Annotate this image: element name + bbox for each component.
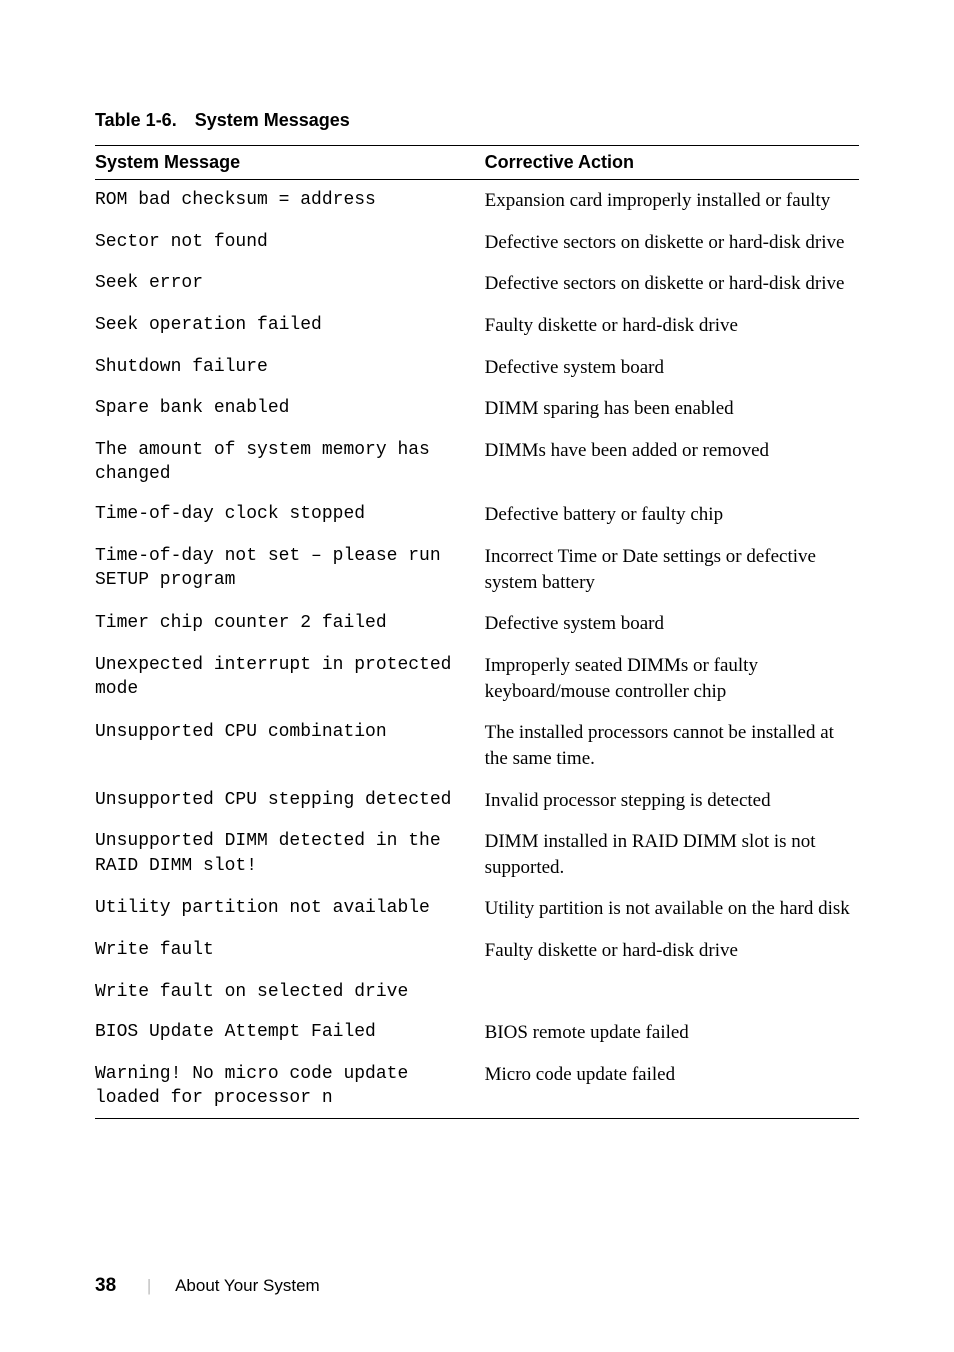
corrective-action-cell: DIMMs have been added or removed [485,430,859,495]
system-message-cell: Unsupported CPU stepping detected [95,780,485,822]
table-row: The amount of system memory has changedD… [95,430,859,495]
footer-separator: | [147,1276,151,1295]
table-row: Unsupported CPU combinationThe installed… [95,712,859,779]
corrective-action-cell: Defective sectors on diskette or hard-di… [485,222,859,264]
table-row: Write faultFaulty diskette or hard-disk … [95,930,859,972]
system-message-cell: BIOS Update Attempt Failed [95,1012,485,1054]
table-row: Timer chip counter 2 failedDefective sys… [95,603,859,645]
corrective-action-cell: Defective system board [485,347,859,389]
system-message-cell: ROM bad checksum = address [95,180,485,222]
section-title: About Your System [175,1276,320,1295]
corrective-action-cell: Micro code update failed [485,1054,859,1119]
system-message-cell: Shutdown failure [95,347,485,389]
system-message-cell: Unexpected interrupt in protected mode [95,645,485,712]
table-row: Write fault on selected drive [95,972,859,1012]
corrective-action-cell [485,972,859,1012]
page-number: 38 [95,1275,116,1296]
system-message-cell: Write fault on selected drive [95,972,485,1012]
table-row: Seek operation failedFaulty diskette or … [95,305,859,347]
table-row: BIOS Update Attempt FailedBIOS remote up… [95,1012,859,1054]
system-message-cell: The amount of system memory has changed [95,430,485,495]
corrective-action-cell: Improperly seated DIMMs or faulty keyboa… [485,645,859,712]
corrective-action-cell: DIMM installed in RAID DIMM slot is not … [485,821,859,888]
corrective-action-cell: Invalid processor stepping is detected [485,780,859,822]
system-messages-table: System Message Corrective Action ROM bad… [95,145,859,1119]
corrective-action-cell: Defective battery or faulty chip [485,494,859,536]
column-header-message: System Message [95,146,485,180]
system-message-cell: Unsupported CPU combination [95,712,485,779]
column-header-action: Corrective Action [485,146,859,180]
table-row: Time-of-day clock stoppedDefective batte… [95,494,859,536]
table-row: Shutdown failureDefective system board [95,347,859,389]
table-row: ROM bad checksum = addressExpansion card… [95,180,859,222]
corrective-action-cell: Faulty diskette or hard-disk drive [485,305,859,347]
page-container: Table 1-6. System Messages System Message… [0,0,954,1352]
corrective-action-cell: Utility partition is not available on th… [485,888,859,930]
system-message-cell: Time-of-day clock stopped [95,494,485,536]
table-row: Unsupported CPU stepping detectedInvalid… [95,780,859,822]
corrective-action-cell: DIMM sparing has been enabled [485,388,859,430]
system-message-cell: Warning! No micro code update loaded for… [95,1054,485,1119]
table-row: Seek errorDefective sectors on diskette … [95,263,859,305]
table-header-row: System Message Corrective Action [95,146,859,180]
page-footer: 38 | About Your System [95,1275,320,1297]
table-row: Sector not foundDefective sectors on dis… [95,222,859,264]
table-title: System Messages [195,110,350,130]
table-row: Utility partition not availableUtility p… [95,888,859,930]
system-message-cell: Seek error [95,263,485,305]
table-row: Warning! No micro code update loaded for… [95,1054,859,1119]
system-message-cell: Utility partition not available [95,888,485,930]
system-message-cell: Seek operation failed [95,305,485,347]
system-message-cell: Timer chip counter 2 failed [95,603,485,645]
system-message-cell: Write fault [95,930,485,972]
system-message-cell: Spare bank enabled [95,388,485,430]
table-number: Table 1-6. [95,110,177,130]
corrective-action-cell: Incorrect Time or Date settings or defec… [485,536,859,603]
table-row: Unexpected interrupt in protected modeIm… [95,645,859,712]
corrective-action-cell: The installed processors cannot be insta… [485,712,859,779]
table-row: Time-of-day not set – please run SETUP p… [95,536,859,603]
system-message-cell: Time-of-day not set – please run SETUP p… [95,536,485,603]
corrective-action-cell: Defective system board [485,603,859,645]
system-message-cell: Sector not found [95,222,485,264]
corrective-action-cell: Expansion card improperly installed or f… [485,180,859,222]
table-caption: Table 1-6. System Messages [95,110,859,131]
corrective-action-cell: BIOS remote update failed [485,1012,859,1054]
corrective-action-cell: Faulty diskette or hard-disk drive [485,930,859,972]
corrective-action-cell: Defective sectors on diskette or hard-di… [485,263,859,305]
table-row: Spare bank enabledDIMM sparing has been … [95,388,859,430]
table-row: Unsupported DIMM detected in the RAID DI… [95,821,859,888]
system-message-cell: Unsupported DIMM detected in the RAID DI… [95,821,485,888]
